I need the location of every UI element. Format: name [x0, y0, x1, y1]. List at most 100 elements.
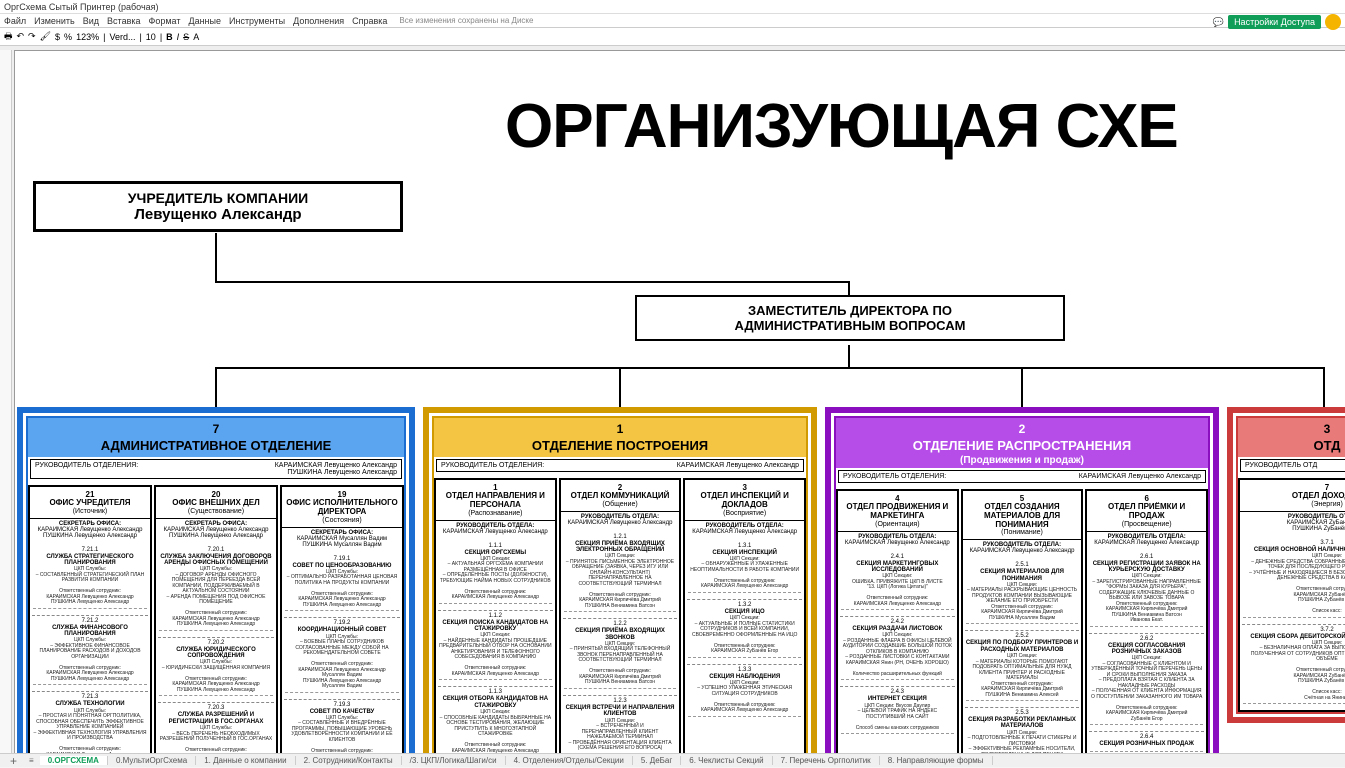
section-name: СЕКЦИЯ ПОИСКА КАНДИДАТОВ НА СТАЖИРОВКУ: [439, 619, 552, 634]
section-name: СЕКЦИЯ МАРКЕТИНГОВЫХ ИССЛЕДОВАНИЙ: [841, 560, 954, 575]
sheet-tab[interactable]: 1. Данные о компании: [196, 756, 295, 765]
division-head-row: РУКОВОДИТЕЛЬ ОТДЕЛЕНИЯ:КАРАИМСКАЯ Левуще…: [436, 459, 804, 472]
comment-icon[interactable]: 💬: [1213, 17, 1224, 28]
sheets-menu-button[interactable]: ≡: [23, 756, 40, 765]
section-body: ЦКП Секции:– БЕЗНАЛИЧНАЯ ОПЛАТА ЗА ВЫПОЛ…: [1243, 641, 1345, 702]
sheet-tab[interactable]: 6. Чеклисты Секций: [681, 756, 772, 765]
section: 2.5.1СЕКЦИЯ МАТЕРИАЛОВ ДЛЯ ПОНИМАНИЯЦКП …: [965, 560, 1080, 628]
section: 1.3.1СЕКЦИЯ ИНСПЕКЦИЙЦКП Секции:– ОБНАРУ…: [687, 541, 802, 597]
connector: [619, 367, 621, 407]
undo-icon[interactable]: ↶: [17, 31, 25, 42]
section: 7.21.3СЛУЖБА ТЕХНОЛОГИИЦКП Службы:– ПРОС…: [32, 691, 148, 753]
ruler-vertical: [0, 50, 12, 753]
font-select[interactable]: Verd...: [109, 32, 135, 42]
section: 1.1.2СЕКЦИЯ ПОИСКА КАНДИДАТОВ НА СТАЖИРО…: [438, 610, 553, 685]
menubar: Файл Изменить Вид Вставка Формат Данные …: [0, 14, 1345, 28]
dept-head: РУКОВОДИТЕЛЬ ОТДЕЛА:КАРАИМСКАЯ Левущенко…: [1087, 532, 1206, 548]
paint-icon[interactable]: 🖌: [40, 31, 51, 42]
sheet-tab[interactable]: 4. Отделения/Отделы/Секции: [506, 756, 633, 765]
sections: 1.2.1СЕКЦИЯ ПРИЁМА ВХОДЯЩИХ ЭЛЕКТРОННЫХ …: [561, 528, 680, 753]
section: 2.4.1СЕКЦИЯ МАРКЕТИНГОВЫХ ИССЛЕДОВАНИЙЦК…: [840, 552, 955, 615]
sections: 7.20.1СЛУЖБА ЗАКЛЮЧЕНИЯ ДОГОВОРОВ АРЕНДЫ…: [156, 541, 276, 753]
section: 1.3.3СЕКЦИЯ НАБЛЮДЕНИЯЦКП Секции:– УСПЕШ…: [687, 664, 802, 721]
deputy-l1: ЗАМЕСТИТЕЛЬ ДИРЕКТОРА ПО: [637, 303, 1063, 318]
menu-format[interactable]: Формат: [149, 16, 181, 26]
percent-icon[interactable]: %: [64, 32, 72, 42]
menu-insert[interactable]: Вставка: [107, 16, 140, 26]
menu-file[interactable]: Файл: [4, 16, 26, 26]
section-body: ЦКП Секции:– ДЕНЕЖНЫЕ СРЕДСТВА СОБРАННЫЕ…: [1243, 554, 1345, 615]
founder-label: УЧРЕДИТЕЛЬ КОМПАНИИ: [36, 190, 400, 206]
menu-view[interactable]: Вид: [83, 16, 99, 26]
zoom-select[interactable]: 123%: [76, 32, 99, 42]
deputy-l2: АДМИНИСТРАТИВНЫМ ВОПРОСАМ: [637, 318, 1063, 333]
section: 3.7.2СЕКЦИЯ СБОРА ДЕБИТОРСКОЙ ЗАДОЛЖЕННО…: [1242, 624, 1345, 709]
sheet-tab[interactable]: 8. Направляющие формы: [880, 756, 993, 765]
dept-header: 3ОТДЕЛ ИНСПЕКЦИЙ И ДОКЛАДОВ(Восприятие): [685, 480, 804, 521]
dept-head: СЕКРЕТАРЬ ОФИСА:КАРАИМСКАЯ Мусаллян Вади…: [282, 528, 402, 550]
section-name: СЛУЖБА СТРАТЕГИЧЕСКОГО ПЛАНИРОВАНИЯ: [33, 553, 147, 568]
dept-head: РУКОВОДИТЕЛЬ ОТДЕЛА:КАРАИМСКАЯ Левущенко…: [838, 532, 957, 548]
section-body: ЦКП Секции:– ПРИНЯТЫЙ ВХОДЯЩИЙ ТЕЛЕФОННЫ…: [564, 642, 677, 686]
dept-head: РУКОВОДИТЕЛЬ ОТДЕЛА:КАРАИМСКАЯ Левущенко…: [685, 521, 804, 537]
sheet-tab[interactable]: 0.МультиОргСхема: [108, 756, 196, 765]
share-button[interactable]: Настройки Доступа: [1228, 15, 1321, 29]
connector: [215, 367, 1325, 369]
strike-icon[interactable]: S: [183, 32, 189, 42]
dept-header: 5ОТДЕЛ СОЗДАНИЯ МАТЕРИАЛОВ ДЛЯ ПОНИМАНИЯ…: [963, 491, 1082, 540]
menu-tools[interactable]: Инструменты: [229, 16, 285, 26]
redo-icon[interactable]: ↷: [28, 31, 36, 42]
depts-row: 21ОФИС УЧРЕДИТЕЛЯ(Источник)СЕКРЕТАРЬ ОФИ…: [28, 485, 404, 753]
sheet-tab[interactable]: 5. ДеБаг: [633, 756, 681, 765]
sections: 2.4.1СЕКЦИЯ МАРКЕТИНГОВЫХ ИССЛЕДОВАНИЙЦК…: [838, 548, 957, 741]
section-name: СЕКЦИЯ РОЗНИЧНЫХ ПРОДАЖ: [1090, 740, 1203, 748]
connector: [215, 367, 217, 407]
main-title: ОРГАНИЗУЮЩАЯ СХЕ: [505, 91, 1178, 162]
dept-header: 1ОТДЕЛ НАПРАВЛЕНИЯ И ПЕРСОНАЛА(Распознав…: [436, 480, 555, 521]
division-header: 2ОТДЕЛЕНИЕ РАСПРОСТРАНЕНИЯ(Продвижения и…: [836, 418, 1208, 468]
sheet-tab[interactable]: 7. Перечень Оргполитик: [773, 756, 880, 765]
section-name: СЕКЦИЯ ПО ПОДБОРУ ПРИНТЕРОВ И РАСХОДНЫХ …: [966, 639, 1079, 654]
section-body: ЦКП Службы:– ВЕСЬ ПЕРЕЧЕНЬ НЕОБХОДИМЫХ Р…: [159, 726, 273, 753]
section-body: ЦКП Секции:– АКТУАЛЬНАЯ ОРГСХЕМА КОМПАНИ…: [439, 557, 552, 601]
sheet-tab[interactable]: 0.ОРГСХЕМА: [40, 756, 108, 765]
section-body: ЦКП Секции:– ОБНАРУЖЕННЫЕ И УЛАЖЕННЫЕ НЕ…: [688, 557, 801, 590]
section-body: ЦКП Секции:– ЗАРЕГИСТРИРОВАННЫЕ НАПРАВЛЕ…: [1090, 574, 1203, 624]
add-sheet-button[interactable]: +: [4, 754, 23, 768]
dept-4: 4ОТДЕЛ ПРОДВИЖЕНИЯ И МАРКЕТИНГА(Ориентац…: [836, 489, 959, 753]
section-body: ЦКП Службы:– ПРОСТАЯ И ПОНЯТНАЯ ОРГПОЛИТ…: [33, 709, 147, 753]
section: 7.19.2КООРДИНАЦИОННЫЙ СОВЕТЦКП Службы:– …: [284, 617, 400, 696]
section: 2.6.1СЕКЦИЯ РЕГИСТРАЦИИ ЗАЯВОК НА КУРЬЕР…: [1089, 552, 1204, 631]
dept-header: 21ОФИС УЧРЕДИТЕЛЯ(Источник): [30, 487, 150, 519]
division-head-row: РУКОВОДИТЕЛЬ ОТД: [1240, 459, 1345, 472]
fontsize-select[interactable]: 10: [146, 32, 156, 42]
section-name: СЕКЦИЯ РАЗРАБОТКИ РЕКЛАМНЫХ МАТЕРИАЛОВ: [966, 716, 1079, 731]
canvas-area[interactable]: ОРГАНИЗУЮЩАЯ СХЕ УЧРЕДИТЕЛЬ КОМПАНИИ Лев…: [0, 46, 1345, 753]
dept-3: 3ОТДЕЛ ИНСПЕКЦИЙ И ДОКЛАДОВ(Восприятие)Р…: [683, 478, 806, 753]
section-body: ЦКП Секции:ОШИБКА. ПРИВЯЖИТЕ ЦКП В ЛИСТЕ…: [841, 574, 954, 607]
section-body: ЦКП Секции:– РОЗДАННЫЕ ФЛАЕРА В ОФИСЫ ЦЕ…: [841, 633, 954, 677]
menu-edit[interactable]: Изменить: [34, 16, 75, 26]
avatar[interactable]: [1325, 14, 1341, 30]
italic-icon[interactable]: I: [177, 32, 180, 42]
sheet-tab[interactable]: /3. ЦКП/Логика/Шаги/си: [402, 756, 506, 765]
section-body: ЦКП Службы:– СОСТАВЛЕННЫЙ СТРАТЕГИЧЕСКИЙ…: [33, 567, 147, 606]
menu-help[interactable]: Справка: [352, 16, 387, 26]
section-body: ЦКП Службы:– БОЕВЫЕ ПЛАНЫ СОТРУДНИКОВ СО…: [285, 635, 399, 690]
dept-head: СЕКРЕТАРЬ ОФИСА:КАРАИМСКАЯ Левущенко Але…: [30, 519, 150, 541]
division-7: 7АДМИНИСТРАТИВНОЕ ОТДЕЛЕНИЕРУКОВОДИТЕЛЬ …: [17, 407, 415, 753]
currency-icon[interactable]: $: [55, 32, 60, 42]
menu-data[interactable]: Данные: [188, 16, 221, 26]
section-body: ЦКП Секции:– СПОСОБНЫЕ КАНДИДАТЫ ВЫБРАНН…: [439, 710, 552, 753]
sheet-tab[interactable]: 2. Сотрудники/Контакты: [296, 756, 402, 765]
sections: 7.21.1СЛУЖБА СТРАТЕГИЧЕСКОГО ПЛАНИРОВАНИ…: [30, 541, 150, 753]
menu-addons[interactable]: Дополнения: [293, 16, 344, 26]
section-body: ЦКП Секции:– АКТУАЛЬНЫЕ И ПОЛНЫЕ СТАТИСТ…: [688, 616, 801, 655]
sections: 1.3.1СЕКЦИЯ ИНСПЕКЦИЙЦКП Секции:– ОБНАРУ…: [685, 537, 804, 723]
bold-icon[interactable]: B: [166, 32, 173, 42]
sheet-tabs: + ≡ 0.ОРГСХЕМА0.МультиОргСхема1. Данные …: [0, 753, 1345, 767]
textcolor-icon[interactable]: A: [193, 32, 199, 42]
section-name: СЕКЦИЯ ПРИЁМА ВХОДЯЩИХ ЗВОНКОВ: [564, 627, 677, 642]
print-icon[interactable]: 🖶: [4, 29, 13, 45]
dept-header: 6ОТДЕЛ ПРИЁМКИ И ПРОДАЖ(Просвещение): [1087, 491, 1206, 532]
